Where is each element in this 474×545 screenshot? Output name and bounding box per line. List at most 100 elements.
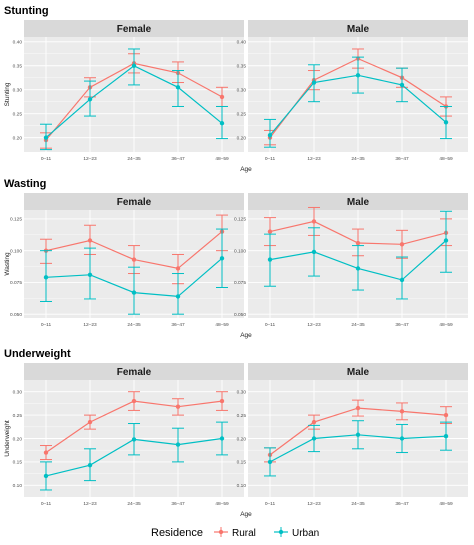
x-tick-label: 24–35 xyxy=(127,501,141,507)
data-point-urban xyxy=(43,275,49,280)
data-point-urban xyxy=(87,97,93,102)
data-point-urban xyxy=(399,277,405,283)
data-point-urban xyxy=(87,462,93,468)
legend-title: Residence xyxy=(151,527,203,539)
x-tick-label: 36–47 xyxy=(171,501,185,507)
facet-strip xyxy=(24,193,244,210)
y-tick-label: 0.20 xyxy=(13,436,23,442)
y-tick-label: 0.100 xyxy=(234,248,246,254)
facet-strip xyxy=(24,363,244,380)
y-tick-label: 0.125 xyxy=(234,217,246,223)
data-point-urban xyxy=(399,436,405,441)
data-point-urban xyxy=(131,63,137,68)
facet-strip xyxy=(248,193,468,210)
data-point-urban xyxy=(443,433,449,439)
data-point-rural xyxy=(131,257,137,262)
x-tick-label: 12–23 xyxy=(83,322,97,328)
data-point-urban xyxy=(175,294,181,299)
data-point-rural xyxy=(219,398,225,404)
data-point-urban xyxy=(131,437,137,442)
data-point-urban xyxy=(87,272,93,277)
y-tick-label: 0.25 xyxy=(237,413,247,419)
facet-strip xyxy=(248,363,468,380)
y-tick-label: 0.40 xyxy=(13,40,23,46)
x-tick-label: 48–59 xyxy=(439,501,453,507)
x-tick-label: 36–47 xyxy=(171,322,185,328)
data-point-urban xyxy=(131,290,137,295)
data-point-urban xyxy=(355,432,361,437)
y-tick-label: 0.20 xyxy=(13,135,23,141)
data-point-rural xyxy=(267,229,273,234)
legend-item-label: Urban xyxy=(292,528,319,539)
y-tick-label: 0.075 xyxy=(10,280,22,286)
x-tick-label: 0–11 xyxy=(265,501,276,507)
y-tick-label: 0.40 xyxy=(237,40,247,46)
y-tick-label: 0.100 xyxy=(10,248,22,254)
data-point-urban xyxy=(219,256,225,261)
data-point-rural xyxy=(87,419,93,425)
data-point-rural xyxy=(443,412,449,418)
x-axis-label: Age xyxy=(240,166,252,173)
facet-label: Female xyxy=(117,367,152,378)
chart-title: Stunting xyxy=(4,5,49,17)
facet-label: Male xyxy=(347,197,370,208)
x-axis-label: Age xyxy=(240,511,252,518)
data-point-rural xyxy=(399,242,405,247)
facet-strip xyxy=(24,20,244,37)
y-tick-label: 0.125 xyxy=(10,217,22,223)
facet-label: Female xyxy=(117,197,152,208)
data-point-urban xyxy=(175,85,181,90)
y-tick-label: 0.10 xyxy=(13,483,23,489)
data-point-urban xyxy=(355,73,361,78)
x-tick-label: 36–47 xyxy=(395,501,409,507)
y-axis-label: Wasting xyxy=(4,252,11,276)
x-tick-label: 12–23 xyxy=(307,322,321,328)
facet-label: Male xyxy=(347,367,370,378)
x-tick-label: 24–35 xyxy=(127,322,141,328)
x-tick-label: 0–11 xyxy=(41,322,52,328)
data-point-rural xyxy=(355,240,361,246)
data-point-rural xyxy=(131,398,137,404)
data-point-urban xyxy=(311,436,317,441)
y-tick-label: 0.25 xyxy=(237,111,247,117)
x-tick-label: 12–23 xyxy=(83,501,97,507)
data-point-rural xyxy=(399,409,405,414)
data-point-urban xyxy=(399,82,405,88)
y-tick-label: 0.30 xyxy=(237,88,247,94)
x-tick-label: 48–59 xyxy=(215,322,229,328)
y-tick-label: 0.30 xyxy=(13,390,23,396)
data-point-urban xyxy=(355,266,361,271)
x-tick-label: 0–11 xyxy=(41,501,52,507)
x-tick-label: 0–11 xyxy=(265,322,276,328)
data-point-urban xyxy=(175,442,181,447)
y-tick-label: 0.25 xyxy=(13,111,23,117)
data-point-urban xyxy=(267,257,273,262)
x-tick-label: 36–47 xyxy=(395,156,409,162)
data-point-urban xyxy=(311,249,317,255)
x-tick-label: 36–47 xyxy=(171,156,185,162)
facet-strip xyxy=(248,20,468,37)
x-tick-label: 48–59 xyxy=(215,501,229,507)
facet-label: Male xyxy=(347,24,370,35)
x-tick-label: 48–59 xyxy=(215,156,229,162)
data-point-urban xyxy=(267,133,273,138)
x-tick-label: 24–35 xyxy=(351,156,365,162)
x-tick-label: 12–23 xyxy=(83,156,97,162)
facet-label: Female xyxy=(117,24,152,35)
y-tick-label: 0.35 xyxy=(237,64,247,70)
x-tick-label: 0–11 xyxy=(265,156,276,162)
y-tick-label: 0.15 xyxy=(13,460,23,466)
x-tick-label: 36–47 xyxy=(395,322,409,328)
data-point-urban xyxy=(219,121,225,126)
y-axis-label: Underweight xyxy=(4,420,11,457)
x-tick-label: 48–59 xyxy=(439,156,453,162)
x-axis-label: Age xyxy=(240,332,252,339)
data-point-rural xyxy=(43,450,49,455)
x-tick-label: 12–23 xyxy=(307,501,321,507)
data-point-urban xyxy=(267,459,273,465)
y-tick-label: 0.30 xyxy=(13,88,23,94)
x-tick-label: 12–23 xyxy=(307,156,321,162)
data-point-rural xyxy=(87,238,93,243)
y-tick-label: 0.10 xyxy=(237,483,247,489)
y-tick-label: 0.15 xyxy=(237,460,247,466)
